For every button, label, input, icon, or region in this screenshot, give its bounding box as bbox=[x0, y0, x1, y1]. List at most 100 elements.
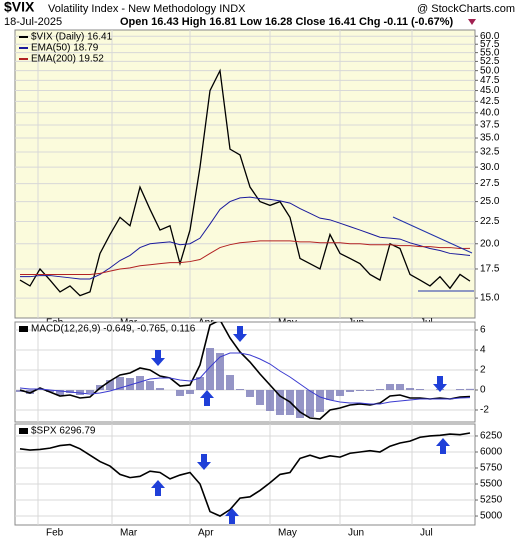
panel-title: MACD(12,26,9) -0.649, -0.765, 0.116 bbox=[31, 324, 196, 335]
x-tick-label: Feb bbox=[46, 528, 64, 539]
legend-entry: EMA(200) 19.52 bbox=[31, 54, 104, 65]
annotation-arrow bbox=[151, 480, 165, 496]
y-tick-label: 30.0 bbox=[480, 162, 500, 173]
histogram-bar bbox=[356, 390, 364, 391]
y-tick-label: 42.5 bbox=[480, 96, 500, 107]
y-tick-label: 5750 bbox=[480, 463, 503, 474]
date: 18-Jul-2025 bbox=[4, 16, 62, 28]
annotation-arrow bbox=[436, 438, 450, 454]
histogram-bar bbox=[246, 390, 254, 397]
x-tick-label: Jun bbox=[348, 528, 364, 539]
histogram-bar bbox=[466, 388, 474, 390]
annotation-arrow bbox=[433, 376, 447, 392]
y-tick-label: 15.0 bbox=[480, 293, 500, 304]
annotation-arrow bbox=[197, 454, 211, 470]
y-tick-label: 17.5 bbox=[480, 264, 500, 275]
y-tick-label: 6000 bbox=[480, 447, 503, 458]
series-line bbox=[20, 196, 471, 280]
annotation-arrow bbox=[200, 390, 214, 406]
symbol: $VIX bbox=[4, 0, 35, 15]
y-tick-label: 27.5 bbox=[480, 178, 500, 189]
y-tick-label: 5000 bbox=[480, 511, 503, 522]
histogram-bar bbox=[406, 388, 414, 390]
y-tick-label: 6250 bbox=[480, 431, 503, 442]
panel bbox=[14, 423, 476, 526]
histogram-bar bbox=[136, 376, 144, 390]
plot-area bbox=[19, 432, 471, 517]
histogram-bar bbox=[366, 390, 374, 391]
panel bbox=[14, 29, 476, 319]
histogram-bar bbox=[326, 390, 334, 400]
histogram-bar bbox=[196, 377, 204, 390]
histogram-bar bbox=[46, 390, 54, 392]
histogram-bar bbox=[206, 348, 214, 390]
histogram-bar bbox=[396, 384, 404, 390]
histogram-bar bbox=[146, 381, 154, 390]
y-tick-label: 2 bbox=[480, 365, 486, 376]
annotation-arrow bbox=[233, 326, 247, 342]
legend-entry: $VIX (Daily) 16.41 bbox=[31, 32, 113, 43]
plot-area bbox=[19, 68, 471, 297]
histogram-bar bbox=[116, 377, 124, 390]
series-line bbox=[19, 322, 471, 420]
histogram-bar bbox=[256, 390, 264, 405]
histogram-bar bbox=[296, 390, 304, 418]
histogram-bar bbox=[276, 390, 284, 415]
series-line bbox=[20, 240, 471, 275]
y-tick-label: 5500 bbox=[480, 479, 503, 490]
histogram-bar bbox=[236, 389, 244, 390]
y-tick-label: 37.5 bbox=[480, 120, 500, 131]
histogram-bar bbox=[266, 390, 274, 411]
histogram-bar bbox=[86, 390, 94, 393]
y-tick-label: 50.0 bbox=[480, 65, 500, 76]
histogram-bar bbox=[386, 384, 394, 390]
down-marker bbox=[468, 19, 476, 25]
panel-title: $SPX 6296.79 bbox=[31, 426, 96, 437]
y-tick-label: 22.5 bbox=[480, 216, 500, 227]
histogram-bar bbox=[216, 353, 224, 390]
y-tick-label: 45.0 bbox=[480, 85, 500, 96]
y-tick-label: 55.0 bbox=[480, 47, 500, 58]
y-tick-label: -2 bbox=[480, 405, 489, 416]
y-tick-label: 5250 bbox=[480, 495, 503, 506]
annotation-arrow bbox=[151, 350, 165, 366]
histogram-bar bbox=[156, 388, 164, 390]
source: @ StockCharts.com bbox=[417, 3, 515, 15]
x-tick-label: Apr bbox=[198, 528, 214, 539]
legend-swatch bbox=[19, 326, 28, 332]
legend-entry: EMA(50) 18.79 bbox=[31, 43, 99, 54]
histogram-bar bbox=[456, 389, 464, 390]
histogram-bar bbox=[316, 390, 324, 412]
plot-area bbox=[16, 322, 474, 420]
annotation-arrow bbox=[225, 508, 239, 524]
y-tick-label: 6 bbox=[480, 325, 486, 336]
index-name: Volatility Index - New Methodology INDX bbox=[48, 3, 246, 15]
histogram-bar bbox=[416, 389, 424, 390]
y-tick-label: 57.5 bbox=[480, 39, 500, 50]
y-tick-label: 52.5 bbox=[480, 56, 500, 67]
histogram-bar bbox=[376, 389, 384, 390]
histogram-bar bbox=[336, 390, 344, 396]
legend-swatch bbox=[19, 428, 28, 434]
y-tick-label: 60.0 bbox=[480, 31, 500, 42]
histogram-bar bbox=[56, 390, 64, 395]
x-tick-label: Jul bbox=[420, 528, 433, 539]
y-tick-label: 25.0 bbox=[480, 196, 500, 207]
series-line bbox=[19, 432, 471, 517]
x-tick-label: May bbox=[278, 528, 297, 539]
y-tick-label: 35.0 bbox=[480, 133, 500, 144]
series-line bbox=[19, 68, 471, 297]
series-line bbox=[19, 352, 471, 405]
panel bbox=[14, 321, 476, 423]
quote: Open 16.43 High 16.81 Low 16.28 Close 16… bbox=[120, 16, 454, 28]
histogram-bar bbox=[16, 390, 24, 392]
histogram-bar bbox=[186, 390, 194, 394]
y-tick-label: 47.5 bbox=[480, 75, 500, 86]
y-tick-label: 20.0 bbox=[480, 238, 500, 249]
y-tick-label: 4 bbox=[480, 345, 486, 356]
histogram-bar bbox=[26, 390, 34, 394]
y-tick-label: 40.0 bbox=[480, 107, 500, 118]
histogram-bar bbox=[126, 378, 134, 390]
histogram-bar bbox=[306, 390, 314, 417]
x-tick-label: Mar bbox=[120, 528, 138, 539]
